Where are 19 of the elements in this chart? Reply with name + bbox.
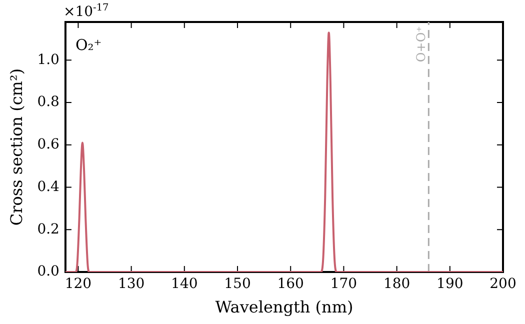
x-tick-label: 180 (383, 276, 410, 292)
y-axis-title: Cross section (cm²) (6, 68, 26, 226)
y-tick-label: 0.2 (37, 221, 60, 238)
x-tick-label: 120 (64, 276, 92, 292)
ref-line-label: O+O⁺ (414, 26, 428, 62)
x-tick-label: 170 (330, 276, 358, 292)
x-tick-label: 140 (171, 276, 198, 292)
text: O₂⁺ (75, 36, 102, 54)
y-tick-label: 0.4 (37, 178, 60, 195)
x-tick-label: 130 (118, 276, 145, 292)
x-axis-title: Wavelength (nm) (215, 298, 354, 317)
x-tick-label: 190 (436, 276, 464, 292)
y-tick-label: 0.0 (37, 264, 60, 280)
x-tick-label: 160 (277, 276, 304, 292)
y-tick-label: 1.0 (37, 52, 60, 68)
y-tick-label: 0.8 (37, 94, 60, 110)
y-tick-label: 0.6 (37, 136, 60, 153)
x-tick-label: 200 (490, 276, 516, 292)
x-tick-label: 150 (224, 276, 251, 292)
